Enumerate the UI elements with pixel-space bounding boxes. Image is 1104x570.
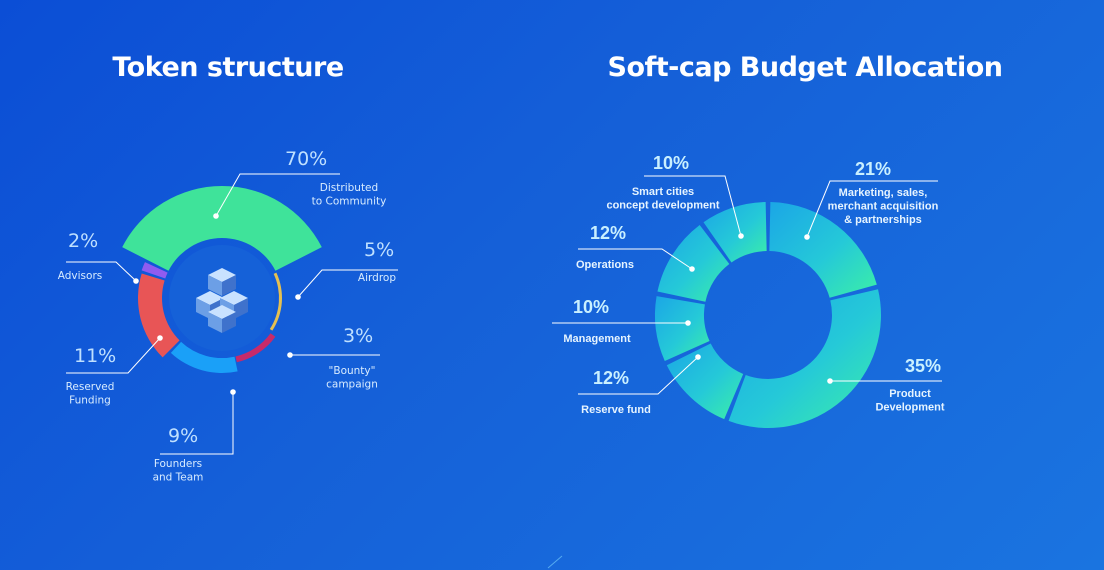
leader-line	[578, 356, 699, 395]
category-label: Management	[563, 333, 631, 345]
slice-bounty-campaign	[235, 333, 276, 363]
category-label: merchant acquisition	[828, 201, 939, 213]
category-label: "Bounty"	[329, 365, 376, 377]
leader-dot	[213, 213, 219, 219]
blockchain-cubes-icon	[196, 268, 248, 333]
category-label: Funding	[69, 395, 111, 407]
leader-dot	[295, 294, 301, 300]
decorative-streak	[547, 555, 563, 569]
leader-dot	[287, 352, 293, 358]
value-label: 35%	[905, 356, 941, 376]
leader-dot	[827, 378, 833, 384]
category-label: & partnerships	[844, 214, 922, 226]
leader-line	[297, 269, 398, 298]
leader-line	[160, 392, 234, 455]
value-label: 10%	[573, 297, 609, 317]
category-label: Reserved	[66, 381, 115, 393]
slice-advisors	[141, 262, 168, 279]
leader-dot	[804, 234, 810, 240]
category-label: to Community	[312, 196, 387, 208]
value-label: 5%	[364, 239, 394, 261]
leader-dot	[738, 233, 744, 239]
value-label: 12%	[593, 368, 629, 388]
slice-operations	[657, 224, 730, 302]
slice-smart-cities-concept-development	[703, 202, 767, 263]
value-label: 2%	[68, 230, 98, 252]
leader-line	[806, 180, 938, 238]
value-label: 10%	[653, 153, 689, 173]
slice-product-development	[728, 289, 881, 429]
category-label: Reserve fund	[581, 404, 651, 416]
slice-management	[655, 296, 710, 361]
chart-title-token-structure: Token structure	[112, 52, 344, 83]
budget-allocation-donut	[655, 202, 881, 429]
value-label: 12%	[590, 223, 626, 243]
slice-reserved-funding	[138, 273, 180, 358]
category-label: Airdrop	[358, 272, 396, 284]
leader-line	[644, 175, 742, 237]
leader-line	[215, 173, 340, 217]
category-label: Development	[875, 402, 944, 414]
leader-line	[66, 337, 161, 374]
category-label: Founders	[154, 458, 202, 470]
value-label: 70%	[285, 148, 327, 170]
slice-reserve-fund	[666, 343, 744, 420]
leader-dot	[689, 266, 695, 272]
chart-title-budget-allocation: Soft-cap Budget Allocation	[607, 52, 1004, 83]
leader-dot	[230, 389, 236, 395]
slice-founders-and-team	[170, 341, 238, 374]
leader-dot	[133, 278, 139, 284]
category-label: concept development	[606, 200, 719, 212]
category-label: and Team	[153, 472, 204, 484]
value-label: 9%	[168, 425, 198, 447]
category-label: Distributed	[320, 182, 378, 194]
leader-dot	[157, 335, 163, 341]
category-label: Product	[889, 388, 931, 400]
chart-callouts: 70% Distributed to Community 5% Airdrop 3% "Bo…	[58, 148, 945, 484]
category-label: Advisors	[58, 270, 102, 282]
value-label: 21%	[855, 159, 891, 179]
slice-airdrop	[269, 272, 283, 331]
category-label: Operations	[576, 259, 634, 271]
leader-line	[578, 248, 693, 270]
value-label: 3%	[343, 325, 373, 347]
slice-marketing-sales-merchant-acquisition-partnerships	[769, 202, 877, 298]
value-label: 11%	[74, 345, 116, 367]
leader-dot	[685, 320, 691, 326]
leader-dot	[695, 354, 701, 360]
category-label: Marketing, sales,	[839, 187, 928, 199]
slice-distributed-to-community	[122, 186, 322, 271]
leader-line	[66, 261, 137, 282]
category-label: Smart cities	[632, 186, 694, 198]
category-label: campaign	[326, 379, 378, 391]
